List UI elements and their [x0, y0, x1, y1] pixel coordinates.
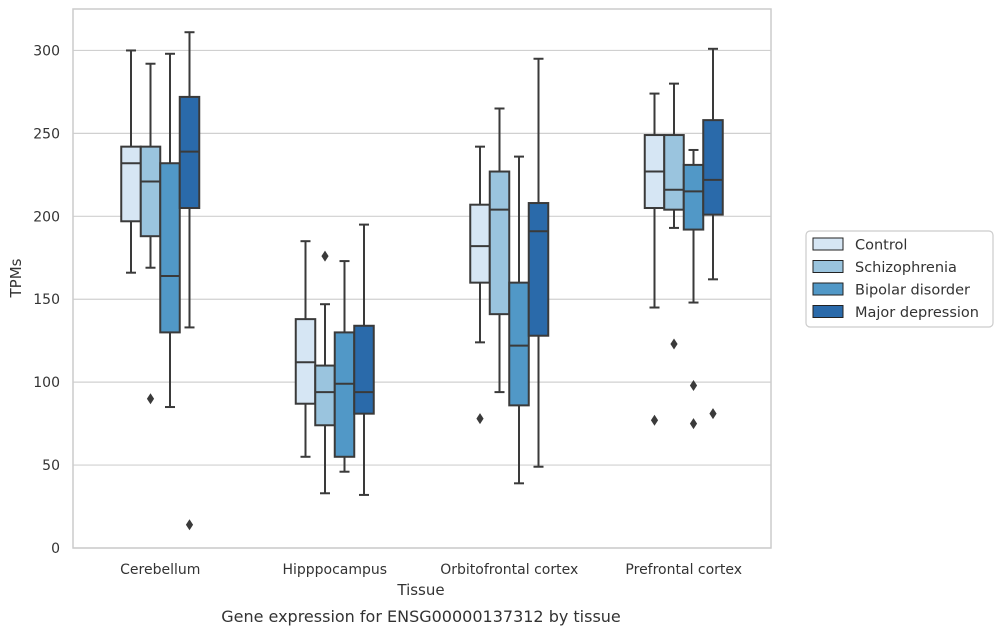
y-tick-label: 150 — [33, 292, 60, 308]
outlier-point — [321, 250, 329, 262]
y-tick-label: 300 — [33, 43, 60, 59]
x-tick-label: Hipppocampus — [282, 562, 387, 578]
outlier-point — [185, 519, 194, 531]
legend-frame — [805, 230, 994, 328]
outlier-point — [709, 408, 717, 420]
legend-label: Control — [855, 238, 907, 254]
box-iqr — [469, 203, 491, 284]
box-iqr — [314, 364, 336, 427]
box-iqr — [159, 162, 181, 334]
outlier-point — [650, 414, 659, 426]
box-control — [294, 240, 317, 458]
y-tick-label: 200 — [33, 209, 60, 225]
chart-caption: Gene expression for ENSG00000137312 by t… — [221, 607, 621, 626]
box-control — [643, 92, 666, 426]
legend-swatch — [812, 260, 844, 273]
box-major-depression — [178, 31, 201, 531]
box-iqr — [139, 145, 162, 238]
legend-label: Schizophrenia — [855, 260, 957, 276]
box-major-depression — [527, 57, 550, 468]
box-bipolar-disorder — [333, 260, 356, 473]
y-tick-label: 50 — [42, 458, 60, 474]
box-major-depression — [702, 47, 724, 420]
legend-swatch — [812, 305, 844, 318]
box-major-depression — [353, 223, 375, 496]
legend-label: Major depression — [855, 305, 979, 321]
box-control — [469, 145, 491, 425]
box-iqr — [508, 281, 530, 407]
box-iqr — [488, 170, 511, 316]
box-layer — [120, 31, 724, 531]
outlier-point — [146, 393, 155, 405]
x-tick-label: Orbitofrontal cortex — [440, 562, 578, 578]
box-iqr — [682, 163, 705, 231]
box-schizophrenia — [139, 62, 162, 405]
legend-swatch — [812, 282, 844, 296]
box-iqr — [353, 324, 375, 415]
y-tick-label: 250 — [33, 126, 60, 142]
y-tick-label: 0 — [51, 541, 60, 557]
y-tick-label: 100 — [33, 375, 60, 391]
box-bipolar-disorder — [682, 148, 705, 430]
x-axis-title: Tissue — [396, 581, 444, 599]
box-bipolar-disorder — [508, 155, 530, 485]
x-tick-label: Cerebellum — [120, 562, 200, 578]
box-iqr — [333, 331, 356, 458]
legend: Control Schizophrenia Bipolar disorder Majo… — [805, 230, 994, 328]
box-iqr — [702, 119, 724, 216]
y-axis-title: TPMs — [7, 258, 25, 298]
y-tick-labels: 0 50 100 150 200 250 300 — [33, 43, 60, 557]
box-control — [120, 49, 142, 274]
x-tick-labels: Cerebellum Hipppocampus Orbitofrontal cort… — [120, 562, 742, 578]
box-iqr — [120, 145, 142, 223]
outlier-point — [689, 418, 698, 430]
outlier-point — [670, 338, 678, 350]
box-bipolar-disorder — [159, 52, 181, 409]
plot-frame — [72, 8, 772, 549]
box-iqr — [527, 202, 550, 337]
outlier-point — [476, 413, 484, 425]
box-schizophrenia — [314, 250, 336, 495]
legend-label: Bipolar disorder — [855, 283, 970, 299]
outlier-point — [689, 379, 698, 391]
x-tick-label: Prefrontal cortex — [625, 562, 742, 578]
box-iqr — [663, 134, 685, 211]
legend-swatch — [812, 237, 844, 251]
box-schizophrenia — [488, 107, 511, 394]
